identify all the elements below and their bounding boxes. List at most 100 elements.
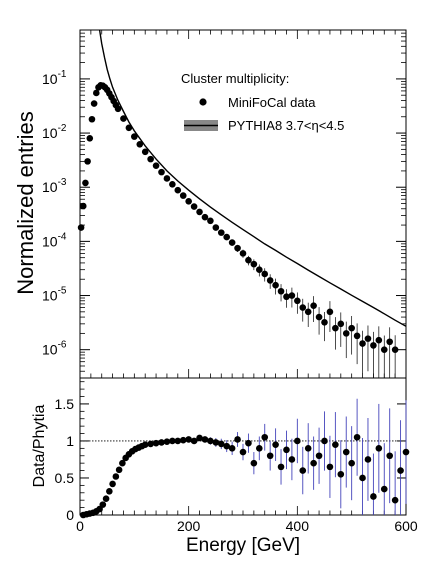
x-tick-label: 200 (177, 518, 201, 534)
ratio-point (277, 463, 285, 471)
data-point (79, 202, 87, 210)
data-point (359, 340, 366, 347)
ratio-point (370, 493, 377, 500)
data-point (239, 250, 247, 257)
data-point (266, 277, 274, 284)
data-point (255, 266, 263, 273)
data-point (310, 302, 317, 309)
data-point (234, 244, 241, 252)
ratio-point (185, 436, 192, 443)
data-point (163, 175, 171, 182)
data-point (190, 203, 198, 210)
data-point (380, 346, 388, 353)
ratio-point (299, 467, 307, 474)
data-point (391, 346, 399, 353)
ratio-point (190, 437, 198, 445)
ratio-point (294, 437, 301, 445)
data-point (169, 181, 176, 188)
ratio-point (119, 459, 126, 467)
ratio-point (201, 436, 209, 443)
y-tick-label: 10-5 (42, 286, 67, 304)
data-point (136, 141, 144, 148)
data-point (353, 332, 361, 340)
ratio-point (337, 470, 345, 478)
data-point (304, 308, 312, 316)
legend-marker-dot (199, 98, 207, 106)
data-point (294, 297, 301, 305)
y-tick-label: 10-1 (42, 69, 67, 87)
ratio-point (174, 437, 182, 445)
y-tick-label: 10-4 (42, 231, 67, 249)
ratio-point (315, 452, 323, 460)
data-point (207, 217, 214, 225)
ratio-point (261, 433, 269, 441)
ratio-point (342, 448, 350, 456)
data-point (342, 330, 350, 337)
ratio-point (163, 438, 171, 445)
legend-label-model: PYTHIA8 3.7<η<4.5 (228, 118, 344, 133)
ratio-point (147, 440, 154, 448)
ratio-point (359, 474, 366, 482)
data-point (321, 319, 328, 326)
ratio-point (283, 446, 290, 454)
data-points (77, 82, 399, 378)
ratio-point (364, 456, 372, 463)
data-point (288, 292, 296, 299)
data-point (86, 135, 94, 142)
ratio-point (106, 488, 113, 495)
ratio-y-tick-label: 0.5 (55, 470, 75, 486)
data-point (337, 320, 345, 328)
ratio-point (234, 436, 241, 443)
legend: Cluster multiplicity: MiniFoCal data PYT… (181, 71, 344, 133)
data-point (375, 336, 383, 344)
data-point (201, 213, 209, 221)
ratio-point (102, 495, 110, 503)
x-tick-label: 0 (76, 518, 84, 534)
data-point (386, 338, 394, 346)
lower-y-axis-label: Data/Phytia (31, 405, 48, 488)
ratio-point (353, 433, 361, 441)
legend-label-data: MiniFoCal data (228, 95, 316, 110)
ratio-point (245, 439, 252, 447)
ratio-point (223, 442, 230, 450)
data-point (228, 239, 236, 246)
ratio-point (402, 448, 410, 456)
ratio-point (169, 437, 176, 445)
data-point (212, 224, 220, 231)
data-point (158, 168, 165, 176)
data-point (152, 162, 160, 169)
ratio-point (321, 437, 328, 445)
data-point (364, 335, 372, 342)
data-point (82, 179, 89, 187)
data-point (315, 313, 323, 321)
data-point (125, 124, 133, 132)
data-point (217, 229, 225, 236)
ratio-point (179, 436, 187, 444)
data-point (283, 293, 290, 301)
data-point (272, 281, 279, 289)
ratio-point (207, 437, 214, 445)
data-point (147, 155, 154, 163)
data-point (120, 115, 127, 122)
data-point (93, 89, 100, 97)
ratio-point (397, 467, 404, 474)
ratio-point (250, 459, 258, 467)
x-tick-label: 600 (394, 518, 418, 534)
upper-panel: 10-6 10-5 10-4 10-3 10-2 10-1 Normalized entr… (13, 29, 407, 379)
data-point (174, 186, 182, 194)
data-point (370, 342, 377, 349)
ratio-point (380, 485, 388, 493)
ratio-point (391, 496, 399, 504)
data-point (179, 192, 187, 199)
ratio-points (79, 398, 410, 519)
ratio-y-tick-label: 0 (66, 507, 74, 523)
data-point (261, 270, 269, 278)
data-point (185, 197, 192, 205)
lower-axis-ticks: 0 0.5 1 1.5 0 200 400 600 (55, 381, 418, 534)
y-tick-label: 10-6 (42, 340, 67, 358)
ratio-point (217, 440, 225, 448)
ratio-point (386, 452, 394, 460)
data-point (88, 115, 96, 123)
y-tick-label: 10-2 (42, 123, 67, 141)
